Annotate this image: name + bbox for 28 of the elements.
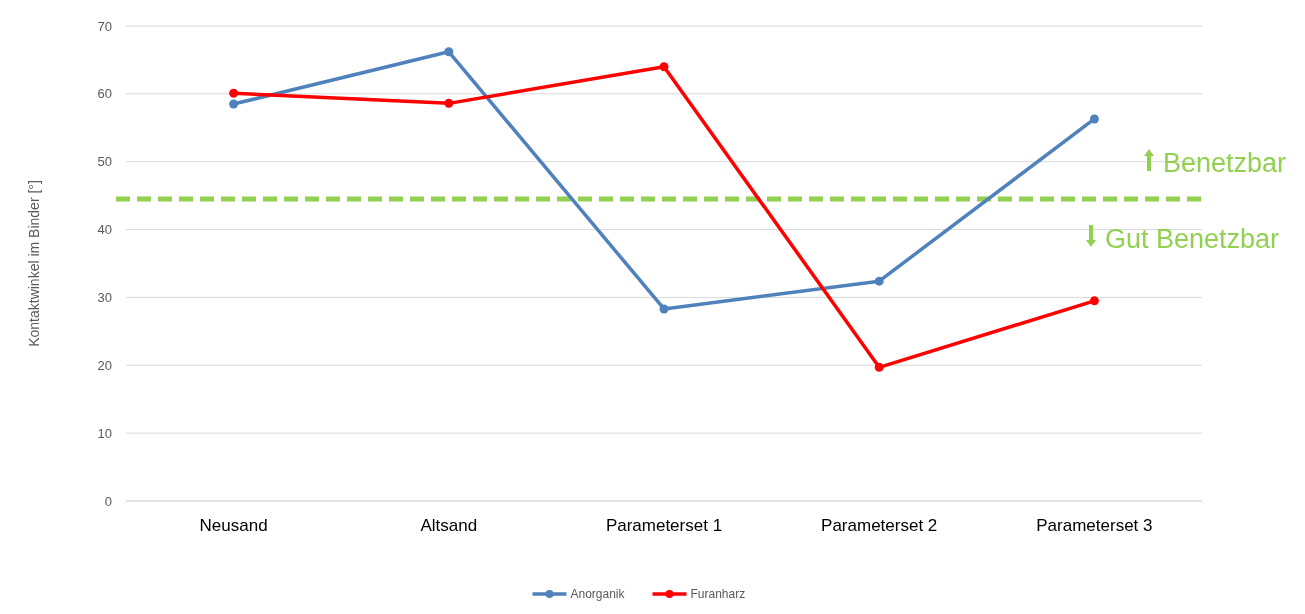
y-tick-label: 20: [97, 357, 112, 373]
x-tick-label: Neusand: [199, 516, 268, 535]
y-tick-label: 70: [97, 18, 112, 34]
y-axis-title: Kontaktwinkel im Binder [°]: [26, 180, 42, 347]
point: [874, 276, 884, 286]
legend-label: Anorganik: [570, 587, 626, 602]
point: [229, 99, 239, 109]
point: [659, 62, 669, 72]
point: [444, 47, 454, 57]
point: [229, 88, 239, 98]
point: [1089, 296, 1099, 306]
y-tick-label: 0: [104, 493, 112, 509]
point: [874, 362, 884, 372]
point: [659, 304, 669, 314]
y-tick-label: 50: [97, 154, 112, 170]
annotation: Gut Benetzbar: [1105, 224, 1280, 255]
y-tick-label: 30: [97, 289, 112, 305]
legend-label: Furanharz: [690, 587, 746, 602]
x-tick-label: Parameterset 1: [605, 516, 723, 535]
y-tick-label: 10: [97, 425, 112, 441]
x-tick-label: Parameterset 2: [821, 516, 938, 535]
x-tick-label: Altsand: [420, 516, 478, 535]
x-tick-label: Parameterset 3: [1036, 516, 1153, 535]
y-tick-label: 60: [97, 86, 112, 102]
y-tick-label: 40: [97, 222, 112, 238]
point: [444, 98, 454, 108]
annotation: Benetzbar: [1163, 148, 1287, 179]
point: [1089, 114, 1099, 124]
